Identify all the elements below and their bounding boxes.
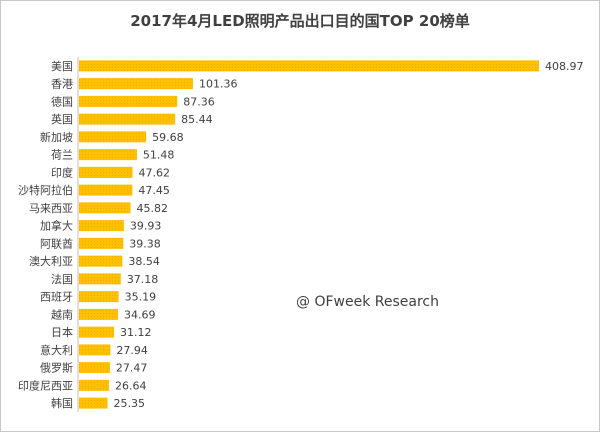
bar	[79, 397, 108, 409]
value-label: 101.36	[199, 78, 238, 91]
category-label: 阿联酋	[40, 236, 73, 250]
value-label: 26.64	[115, 379, 146, 392]
value-label: 85.44	[181, 113, 213, 126]
bar	[79, 220, 124, 232]
category-label: 加拿大	[40, 219, 73, 233]
bar	[79, 237, 124, 249]
category-label: 日本	[51, 325, 73, 339]
category-label: 法国	[51, 272, 73, 286]
category-label: 新加坡	[40, 130, 73, 144]
value-label: 31.12	[120, 326, 151, 339]
bar	[79, 362, 110, 374]
chart-title: 2017年4月LED照明产品出口目的国TOP 20榜单	[130, 12, 470, 30]
category-label: 意大利	[40, 343, 73, 357]
bar	[79, 344, 111, 356]
bar	[79, 149, 137, 161]
category-label: 德国	[51, 94, 73, 108]
bar	[79, 95, 178, 107]
bar	[79, 255, 123, 267]
value-label: 51.48	[143, 149, 175, 162]
value-label: 25.35	[114, 397, 146, 410]
bar	[79, 131, 147, 143]
value-label: 27.94	[116, 344, 148, 357]
category-label: 美国	[51, 60, 73, 73]
watermark-text: @ OFweek Research	[296, 294, 439, 310]
bar	[79, 273, 121, 285]
category-label: 韩国	[51, 396, 73, 410]
category-label: 俄罗斯	[40, 362, 73, 375]
bar	[79, 184, 133, 196]
category-label: 马来西亚	[29, 202, 73, 215]
value-label: 38.54	[128, 255, 160, 268]
category-label: 香港	[51, 78, 73, 91]
category-label: 澳大利亚	[29, 254, 73, 268]
category-label: 印度尼西亚	[18, 378, 73, 392]
value-label: 59.68	[152, 131, 184, 144]
bar	[79, 113, 176, 125]
bar	[79, 78, 194, 90]
category-label: 越南	[51, 307, 73, 321]
value-label: 37.18	[127, 273, 159, 286]
value-label: 34.69	[124, 308, 156, 321]
value-label: 39.93	[130, 220, 162, 233]
bar	[79, 326, 115, 338]
value-label: 27.47	[116, 362, 147, 375]
value-label: 87.36	[183, 95, 215, 108]
bar	[79, 308, 119, 320]
bar	[79, 60, 539, 72]
value-label: 47.45	[138, 184, 170, 197]
category-label: 印度	[51, 165, 73, 179]
value-label: 39.38	[129, 237, 161, 250]
value-label: 47.62	[139, 166, 171, 179]
bar	[79, 202, 131, 214]
category-label: 沙特阿拉伯	[18, 183, 73, 197]
category-label: 西班牙	[40, 291, 73, 304]
value-label: 45.82	[137, 202, 169, 215]
category-label: 荷兰	[51, 149, 73, 162]
value-label: 408.97	[545, 60, 584, 73]
bar	[79, 291, 119, 303]
category-label: 英国	[51, 112, 73, 126]
bar	[79, 379, 109, 391]
value-label: 35.19	[125, 291, 157, 304]
bar	[79, 166, 133, 178]
